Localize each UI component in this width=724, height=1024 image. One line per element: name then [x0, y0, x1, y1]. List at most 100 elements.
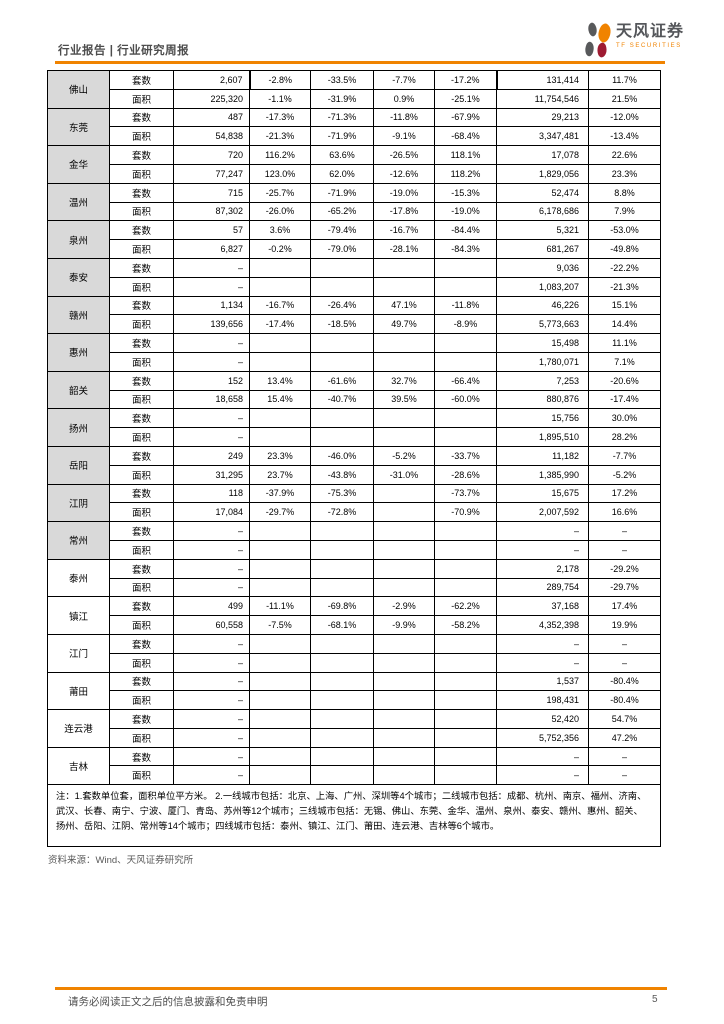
pct-change-cell: 32.7%	[373, 370, 435, 391]
cumulative-value: 52,420	[496, 709, 589, 729]
table-row: 注：1.套数单位套，面积单位平方米。 2.一线城市包括：北京、上海、广州、深圳等…	[47, 784, 661, 847]
cumulative-value: 7,253	[496, 370, 589, 391]
pct-change-cell	[434, 577, 497, 598]
pct-change-cell	[310, 351, 374, 372]
weekly-value: 118	[173, 483, 250, 504]
row-type-label: 套数	[109, 671, 174, 692]
pct-change-cell: -79.4%	[310, 220, 374, 241]
table-row: 面积 31,295 23.7% -43.8% -31.0% -28.6% 1,385,990…	[48, 464, 661, 485]
row-type-label: 套数	[109, 182, 174, 203]
brand-text-block: 天风证券 TF SECURITIES	[616, 23, 684, 49]
pct-change-cell: -68.1%	[310, 615, 374, 635]
pct-change-cell	[249, 765, 311, 786]
weekly-value: –	[173, 521, 250, 541]
pct-change-cell	[373, 521, 435, 541]
pct-change-cell: -2.9%	[373, 596, 435, 617]
pct-change-cell: -12.6%	[373, 163, 435, 184]
weekly-value: –	[173, 671, 250, 692]
brand-name: 天风证券	[616, 23, 685, 40]
table-row: 面积 – – –	[48, 539, 661, 560]
pct-change-cell	[310, 746, 374, 767]
pct-change-cell	[434, 257, 497, 278]
table-row: 面积 77,247 123.0% 62.0% -12.6% 118.2% 1,829,056…	[48, 163, 661, 184]
row-type-label: 套数	[109, 709, 174, 729]
yoy-cell: 14.4%	[588, 314, 661, 335]
pct-change-cell: -31.0%	[373, 464, 435, 485]
pct-change-cell: -9.1%	[373, 126, 435, 147]
weekly-value: 57	[173, 220, 250, 241]
cumulative-value: 9,036	[496, 257, 589, 278]
city-name: 佛山	[47, 70, 110, 109]
pct-change-cell	[373, 502, 435, 523]
pct-change-cell: -28.1%	[373, 239, 435, 259]
row-type-label: 面积	[109, 88, 174, 109]
table-row: 面积 60,558 -7.5% -68.1% -9.9% -58.2% 4,352,398 1…	[48, 615, 661, 635]
city-name: 温州	[47, 182, 110, 222]
pct-change-cell: -18.5%	[310, 314, 374, 335]
pct-change-cell: 63.6%	[310, 145, 374, 165]
pct-change-cell	[249, 746, 311, 767]
row-type-label: 面积	[109, 239, 174, 259]
cumulative-value: 46,226	[496, 295, 589, 316]
pct-change-cell: 23.7%	[249, 464, 311, 485]
pct-change-cell: 39.5%	[373, 389, 435, 410]
yoy-cell: -17.4%	[588, 389, 661, 410]
weekly-value: 715	[173, 182, 250, 203]
pct-change-cell	[249, 727, 311, 748]
pct-change-cell	[434, 746, 497, 767]
yoy-cell: -12.0%	[588, 107, 661, 128]
pct-change-cell	[434, 690, 497, 711]
table-row: 面积 54,838 -21.3% -71.9% -9.1% -68.4% 3,347,481…	[48, 126, 661, 147]
weekly-value: –	[173, 427, 250, 447]
city-name: 惠州	[47, 333, 110, 372]
pct-change-cell	[373, 633, 435, 654]
pct-change-cell	[373, 690, 435, 711]
weekly-value: 31,295	[173, 464, 250, 485]
pct-change-cell: -31.9%	[310, 88, 374, 109]
tf-securities-logo: 天风证券 TF SECURITIES	[582, 21, 684, 59]
pct-change-cell: -1.1%	[249, 88, 311, 109]
pct-change-cell: -46.0%	[310, 445, 374, 466]
cumulative-value: 1,895,510	[496, 427, 589, 447]
pct-change-cell	[249, 521, 311, 541]
pct-change-cell: -25.1%	[434, 88, 497, 109]
pct-change-cell: 15.4%	[249, 389, 311, 410]
cumulative-value: 29,213	[496, 107, 589, 128]
row-type-label: 套数	[109, 107, 174, 128]
yoy-cell: -53.0%	[588, 220, 661, 241]
yoy-cell: 17.2%	[588, 483, 661, 504]
pct-change-cell	[434, 351, 497, 372]
yoy-cell: -20.6%	[588, 370, 661, 391]
weekly-value: –	[173, 765, 250, 786]
pct-change-cell	[310, 558, 374, 579]
row-type-label: 面积	[109, 389, 174, 410]
city-name: 常州	[47, 521, 110, 560]
weekly-value: 2,607	[173, 70, 250, 90]
pct-change-cell	[434, 521, 497, 541]
cumulative-value: 11,182	[496, 445, 589, 466]
weekly-value: 225,320	[173, 88, 250, 109]
row-type-label: 面积	[109, 126, 174, 147]
row-type-label: 套数	[109, 558, 174, 579]
pct-change-cell	[310, 333, 374, 353]
table-row: 惠州 套数 – 15,498 11.1%	[47, 333, 661, 372]
yoy-cell: 22.6%	[588, 145, 661, 165]
row-type-label: 套数	[109, 633, 174, 654]
yoy-cell: -29.7%	[588, 577, 661, 598]
pct-change-cell	[373, 351, 435, 372]
row-type-label: 面积	[109, 577, 174, 598]
pct-change-cell: -8.9%	[434, 314, 497, 335]
yoy-cell: -5.2%	[588, 464, 661, 485]
yoy-cell: –	[588, 746, 661, 767]
pct-change-cell: -37.9%	[249, 483, 311, 504]
pct-change-cell	[373, 427, 435, 447]
weekly-value: 499	[173, 596, 250, 617]
pct-change-cell	[434, 671, 497, 692]
pct-change-cell	[249, 333, 311, 353]
pct-change-cell	[310, 276, 374, 297]
pct-change-cell: 47.1%	[373, 295, 435, 316]
table-row: 面积 – – –	[48, 765, 661, 786]
yoy-cell: 23.3%	[588, 163, 661, 184]
cumulative-value: 2,007,592	[496, 502, 589, 523]
row-type-label: 套数	[109, 483, 174, 504]
